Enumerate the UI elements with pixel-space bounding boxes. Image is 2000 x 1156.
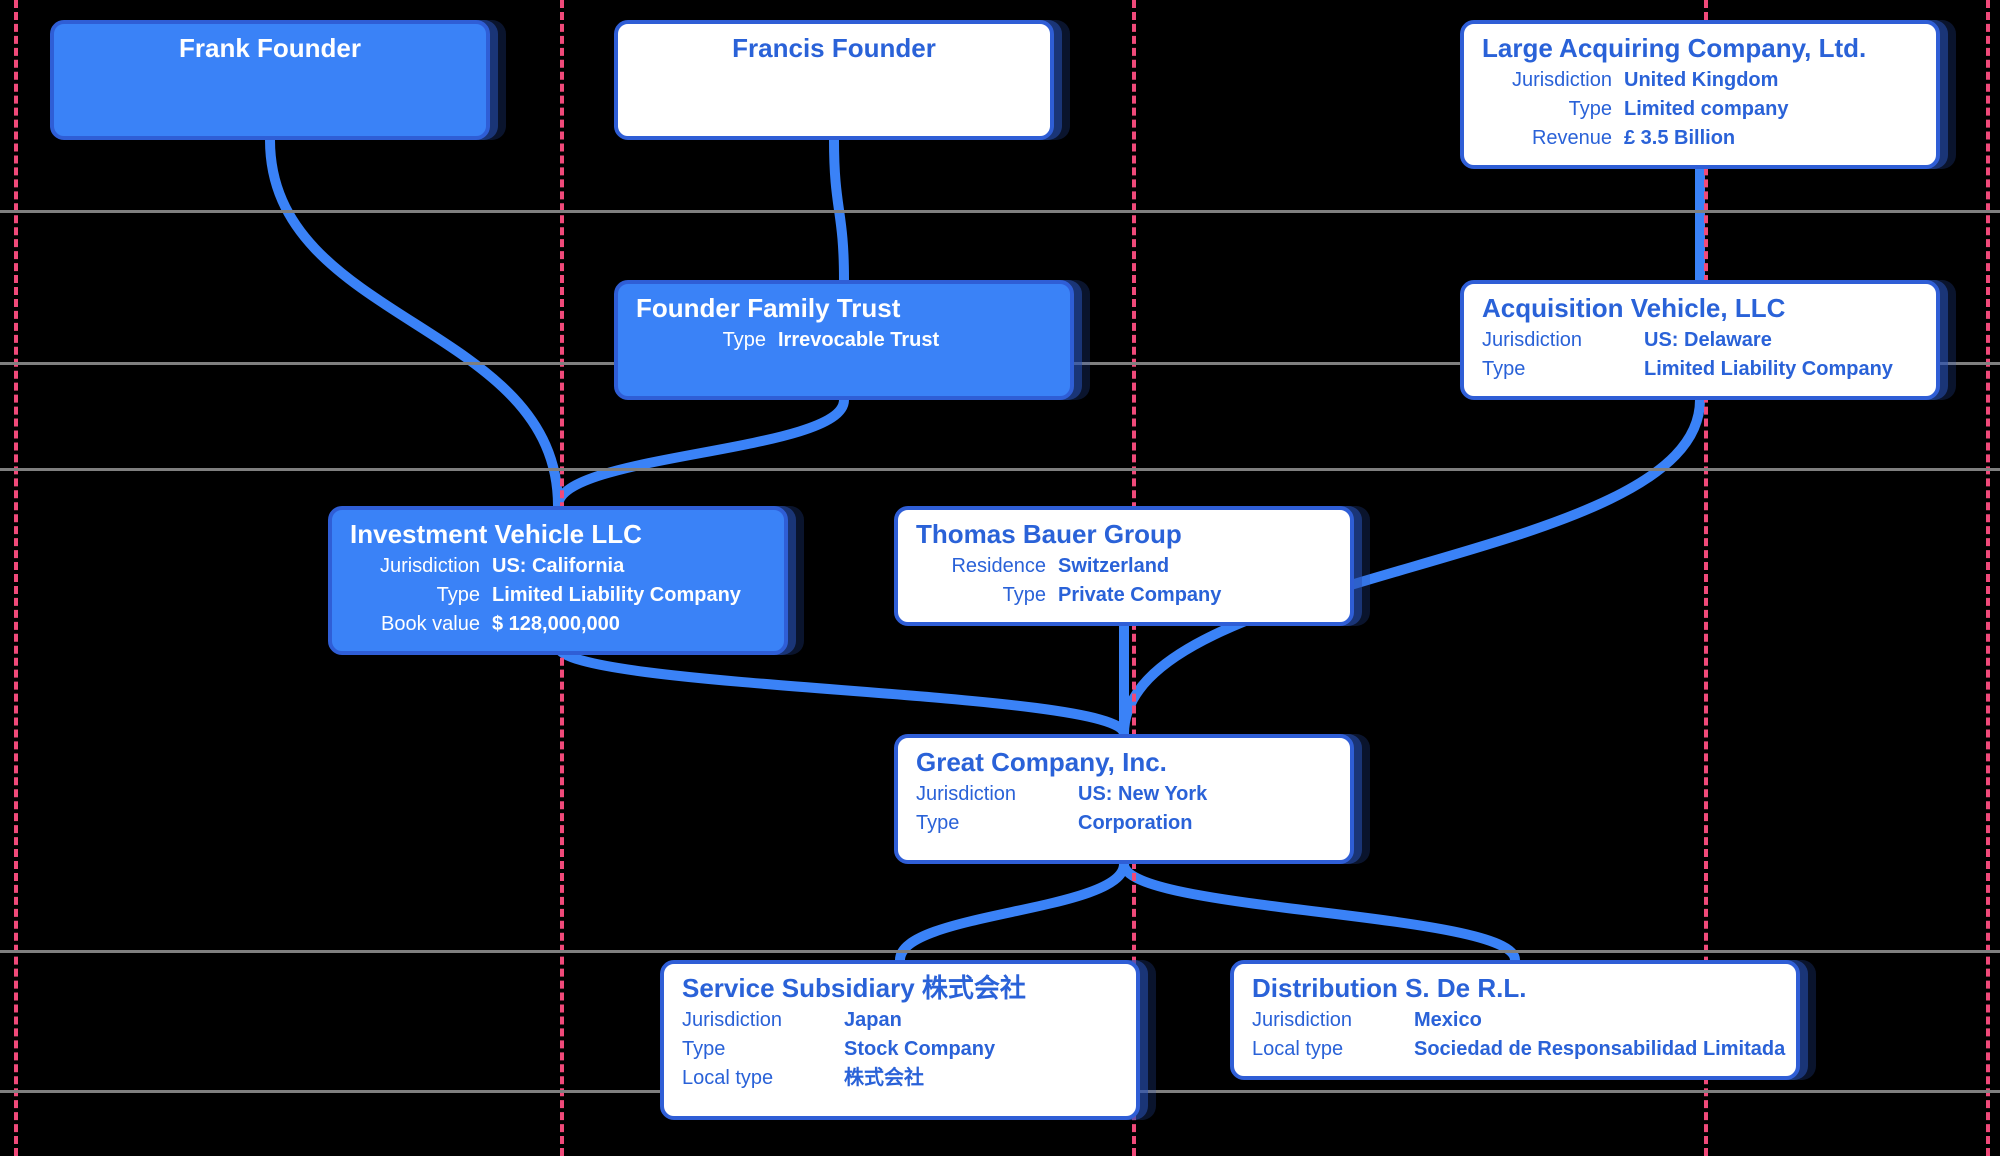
edge-great-to-service [900, 864, 1124, 960]
entity-field-key: Type [682, 1035, 832, 1064]
entity-field-value: Japan [844, 1006, 902, 1035]
entity-field: Revenue £ 3.5 Billion [1482, 124, 1918, 153]
entity-field-value: US: Delaware [1644, 326, 1772, 355]
entity-field-key: Type [1482, 95, 1612, 124]
guide-horizontal [0, 950, 2000, 953]
entity-field: Jurisdiction US: California [350, 552, 766, 581]
entity-field: Type Limited Liability Company [1482, 355, 1918, 384]
entity-field: Jurisdiction United Kingdom [1482, 66, 1918, 95]
entity-field-value: £ 3.5 Billion [1624, 124, 1735, 153]
entity-field-key: Type [916, 581, 1046, 610]
entity-field: Book value $ 128,000,000 [350, 610, 766, 639]
entity-field-key: Book value [350, 610, 480, 639]
entity-title: Investment Vehicle LLC [350, 518, 766, 552]
entity-field-key: Jurisdiction [682, 1006, 832, 1035]
edge-inv_vehicle-to-great [558, 646, 1124, 734]
entity-title: Francis Founder [636, 32, 1032, 66]
entity-title: Founder Family Trust [636, 292, 1052, 326]
guide-horizontal [0, 468, 2000, 471]
entity-field-key: Jurisdiction [1482, 66, 1612, 95]
entity-title: Service Subsidiary 株式会社 [682, 972, 1118, 1006]
entity-field: Type Limited company [1482, 95, 1918, 124]
entity-field: Jurisdiction Japan [682, 1006, 1118, 1035]
entity-card-frank[interactable]: Frank Founder [50, 20, 490, 140]
entity-field: Type Private Company [916, 581, 1332, 610]
guide-horizontal [0, 210, 2000, 213]
entity-field-value: United Kingdom [1624, 66, 1778, 95]
entity-field-key: Local type [1252, 1035, 1402, 1064]
entity-field-value: $ 128,000,000 [492, 610, 620, 639]
entity-card-dist[interactable]: Distribution S. De R.L.Jurisdiction Mexic… [1230, 960, 1800, 1080]
entity-card-great[interactable]: Great Company, Inc.Jurisdiction US: New Y… [894, 734, 1354, 864]
entity-card-acq_vehicle[interactable]: Acquisition Vehicle, LLCJurisdiction US: … [1460, 280, 1940, 400]
edge-great-to-dist [1124, 864, 1515, 960]
entity-card-inv_vehicle[interactable]: Investment Vehicle LLCJurisdiction US: Ca… [328, 506, 788, 655]
entity-card-service[interactable]: Service Subsidiary 株式会社Jurisdiction Japan… [660, 960, 1140, 1120]
entity-card-trust[interactable]: Founder Family TrustType Irrevocable Trus… [614, 280, 1074, 400]
entity-title: Thomas Bauer Group [916, 518, 1332, 552]
entity-field-key: Type [1482, 355, 1632, 384]
entity-card-bauer[interactable]: Thomas Bauer GroupResidenceSwitzerlandTy… [894, 506, 1354, 626]
entity-field-value: Mexico [1414, 1006, 1482, 1035]
org-chart-canvas: Frank Founder Francis Founder Large Acquir… [0, 0, 2000, 1156]
edge-trust-to-inv_vehicle [558, 400, 844, 506]
entity-title: Acquisition Vehicle, LLC [1482, 292, 1918, 326]
entity-field: Residence Switzerland [916, 552, 1332, 581]
entity-field-key: Local type [682, 1064, 832, 1093]
entity-title: Frank Founder [72, 32, 468, 66]
entity-field: Jurisdiction Mexico [1252, 1006, 1778, 1035]
guide-vertical [1986, 0, 1990, 1156]
entity-field-value: Limited company [1624, 95, 1788, 124]
entity-field-value: Sociedad de Responsabilidad Limitada [1414, 1035, 1785, 1064]
entity-field: Jurisdiction US: New York [916, 780, 1332, 809]
entity-field: Jurisdiction US: Delaware [1482, 326, 1918, 355]
entity-field-key: Type [350, 581, 480, 610]
entity-field-value: US: New York [1078, 780, 1207, 809]
entity-field-value: Irrevocable Trust [778, 326, 939, 355]
entity-field-key: Jurisdiction [1482, 326, 1632, 355]
entity-field-value: Stock Company [844, 1035, 995, 1064]
entity-field: Local type 株式会社 [682, 1064, 1118, 1093]
entity-title: Large Acquiring Company, Ltd. [1482, 32, 1918, 66]
entity-title: Great Company, Inc. [916, 746, 1332, 780]
entity-field-value: Switzerland [1058, 552, 1169, 581]
entity-field-key: Revenue [1482, 124, 1612, 153]
entity-field-key: Jurisdiction [916, 780, 1066, 809]
entity-field-key: Jurisdiction [1252, 1006, 1402, 1035]
entity-field-key: Jurisdiction [350, 552, 480, 581]
entity-field: Local typeSociedad de Responsabilidad Li… [1252, 1035, 1778, 1064]
entity-field-value: Corporation [1078, 809, 1192, 838]
edge-frank-to-inv_vehicle [270, 140, 558, 506]
entity-field: Type Irrevocable Trust [636, 326, 1052, 355]
entity-field-value: US: California [492, 552, 624, 581]
entity-field-key: Type [916, 809, 1066, 838]
entity-field-value: Limited Liability Company [1644, 355, 1893, 384]
entity-card-francis[interactable]: Francis Founder [614, 20, 1054, 140]
entity-field-key: Type [636, 326, 766, 355]
entity-title: Distribution S. De R.L. [1252, 972, 1778, 1006]
entity-field-value: Limited Liability Company [492, 581, 741, 610]
entity-card-acquirer[interactable]: Large Acquiring Company, Ltd.Jurisdictio… [1460, 20, 1940, 169]
entity-field-value: 株式会社 [844, 1064, 924, 1093]
entity-field: Type Limited Liability Company [350, 581, 766, 610]
guide-vertical [14, 0, 18, 1156]
entity-field-value: Private Company [1058, 581, 1221, 610]
entity-field: Type Corporation [916, 809, 1332, 838]
entity-field: Type Stock Company [682, 1035, 1118, 1064]
entity-field-key: Residence [916, 552, 1046, 581]
